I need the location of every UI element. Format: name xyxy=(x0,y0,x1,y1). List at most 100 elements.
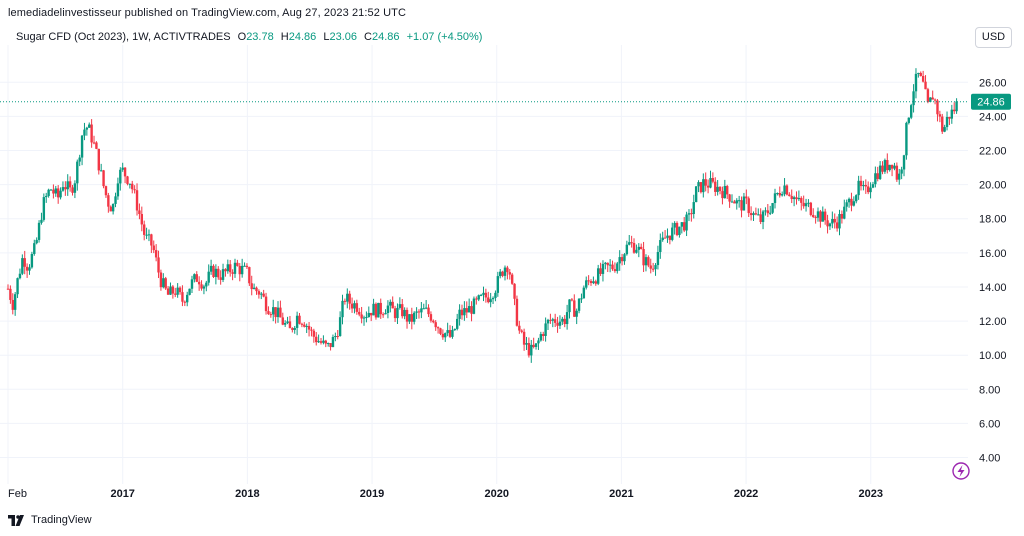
candle-body xyxy=(699,182,703,193)
candle-body xyxy=(709,178,712,188)
candle-body xyxy=(463,308,466,316)
candle-body xyxy=(587,280,590,282)
y-tick-label: 6.00 xyxy=(979,418,1000,430)
footer-brand[interactable]: TradingView xyxy=(8,514,92,526)
candle-body xyxy=(752,213,755,216)
candle-body xyxy=(178,287,182,293)
candle-body xyxy=(99,170,103,172)
candle-body xyxy=(613,269,617,272)
candle-body xyxy=(343,300,347,302)
candle-body xyxy=(111,203,115,212)
candle-body xyxy=(305,325,308,327)
flash-icon-bolt xyxy=(957,465,965,477)
candle-body xyxy=(37,222,41,240)
flash-icon[interactable] xyxy=(952,462,970,480)
candle-body xyxy=(393,308,397,319)
symbol-title: Sugar CFD (Oct 2023), 1W, ACTIVTRADES xyxy=(16,31,231,43)
candle-body xyxy=(563,318,566,325)
candle-body xyxy=(780,194,784,196)
candle-body xyxy=(745,196,748,199)
candle-body xyxy=(759,214,762,222)
candle-body xyxy=(477,295,480,300)
candle-body xyxy=(453,328,457,330)
y-tick-label: 12.00 xyxy=(979,316,1007,328)
candle-body xyxy=(310,329,313,331)
high-value: 24.86 xyxy=(288,31,317,43)
candle-body xyxy=(737,200,741,202)
candle-body xyxy=(276,307,280,318)
candle-body xyxy=(159,272,163,288)
candle-body xyxy=(783,185,786,195)
candle-body xyxy=(816,211,820,218)
candle-body xyxy=(527,343,531,356)
candle-body xyxy=(570,299,574,301)
candle-body xyxy=(85,127,89,130)
candle-body xyxy=(637,246,641,250)
candle-body xyxy=(611,264,614,270)
candle-body xyxy=(831,218,834,224)
candle-body xyxy=(147,234,151,236)
candle-body xyxy=(207,271,210,283)
candle-body xyxy=(324,340,327,344)
candle-body xyxy=(312,330,316,337)
open-value: 23.78 xyxy=(246,31,274,43)
candle-body xyxy=(240,265,244,275)
candle-body xyxy=(630,242,633,244)
candle-body xyxy=(267,311,270,315)
candle-body xyxy=(245,265,249,268)
candle-body xyxy=(546,319,550,324)
x-tick-label: 2020 xyxy=(484,488,508,500)
candle-body xyxy=(773,193,777,204)
currency-button[interactable]: USD xyxy=(975,27,1012,48)
candle-body xyxy=(649,265,652,269)
candle-body xyxy=(716,186,719,192)
candle-body xyxy=(766,210,770,214)
candle-body xyxy=(489,299,492,303)
candle-body xyxy=(341,300,344,318)
candle-body xyxy=(403,309,406,317)
candle-body xyxy=(484,292,488,298)
candle-body xyxy=(694,186,698,203)
candle-body xyxy=(233,262,237,274)
candle-body xyxy=(687,213,691,215)
y-tick-label: 26.00 xyxy=(979,77,1007,89)
candle-body xyxy=(878,165,882,179)
candle-body xyxy=(902,155,906,170)
candle-body xyxy=(279,307,282,318)
last-price-label: 24.86 xyxy=(977,97,1005,109)
candle-body xyxy=(64,187,67,190)
candle-body xyxy=(315,336,318,343)
candle-body xyxy=(66,181,69,190)
price-axis[interactable]: 4.00 6.00 8.00 10.00 12.00 14.00 16.00 18.00 20.… xyxy=(979,77,1007,464)
candle-body xyxy=(97,148,100,171)
y-tick-label: 24.00 xyxy=(979,111,1007,123)
candle-body xyxy=(647,257,650,266)
candle-body xyxy=(307,325,311,330)
candle-body xyxy=(926,89,930,102)
candle-body xyxy=(909,105,913,118)
candle-body xyxy=(205,282,208,287)
time-axis[interactable]: Feb 2017 2018 2019 2020 2021 2022 2023 xyxy=(8,488,883,500)
grid-lines xyxy=(0,45,968,484)
candle-body xyxy=(200,284,203,289)
candle-body xyxy=(214,268,218,277)
candle-body xyxy=(690,213,693,215)
candle-body xyxy=(329,343,332,348)
candle-body xyxy=(644,257,648,266)
candle-body xyxy=(749,213,753,216)
candle-body xyxy=(656,252,660,266)
candle-body xyxy=(33,243,36,254)
candle-body xyxy=(680,222,684,227)
candle-body xyxy=(620,257,624,262)
candle-body xyxy=(56,188,60,198)
candle-body xyxy=(721,191,724,199)
candle-body xyxy=(367,312,370,317)
candle-body xyxy=(162,278,165,288)
candle-body xyxy=(668,235,672,240)
candle-body xyxy=(890,164,894,169)
candle-body xyxy=(914,73,918,92)
candle-body xyxy=(472,298,476,314)
candle-body xyxy=(252,287,256,290)
candle-body xyxy=(515,298,519,326)
